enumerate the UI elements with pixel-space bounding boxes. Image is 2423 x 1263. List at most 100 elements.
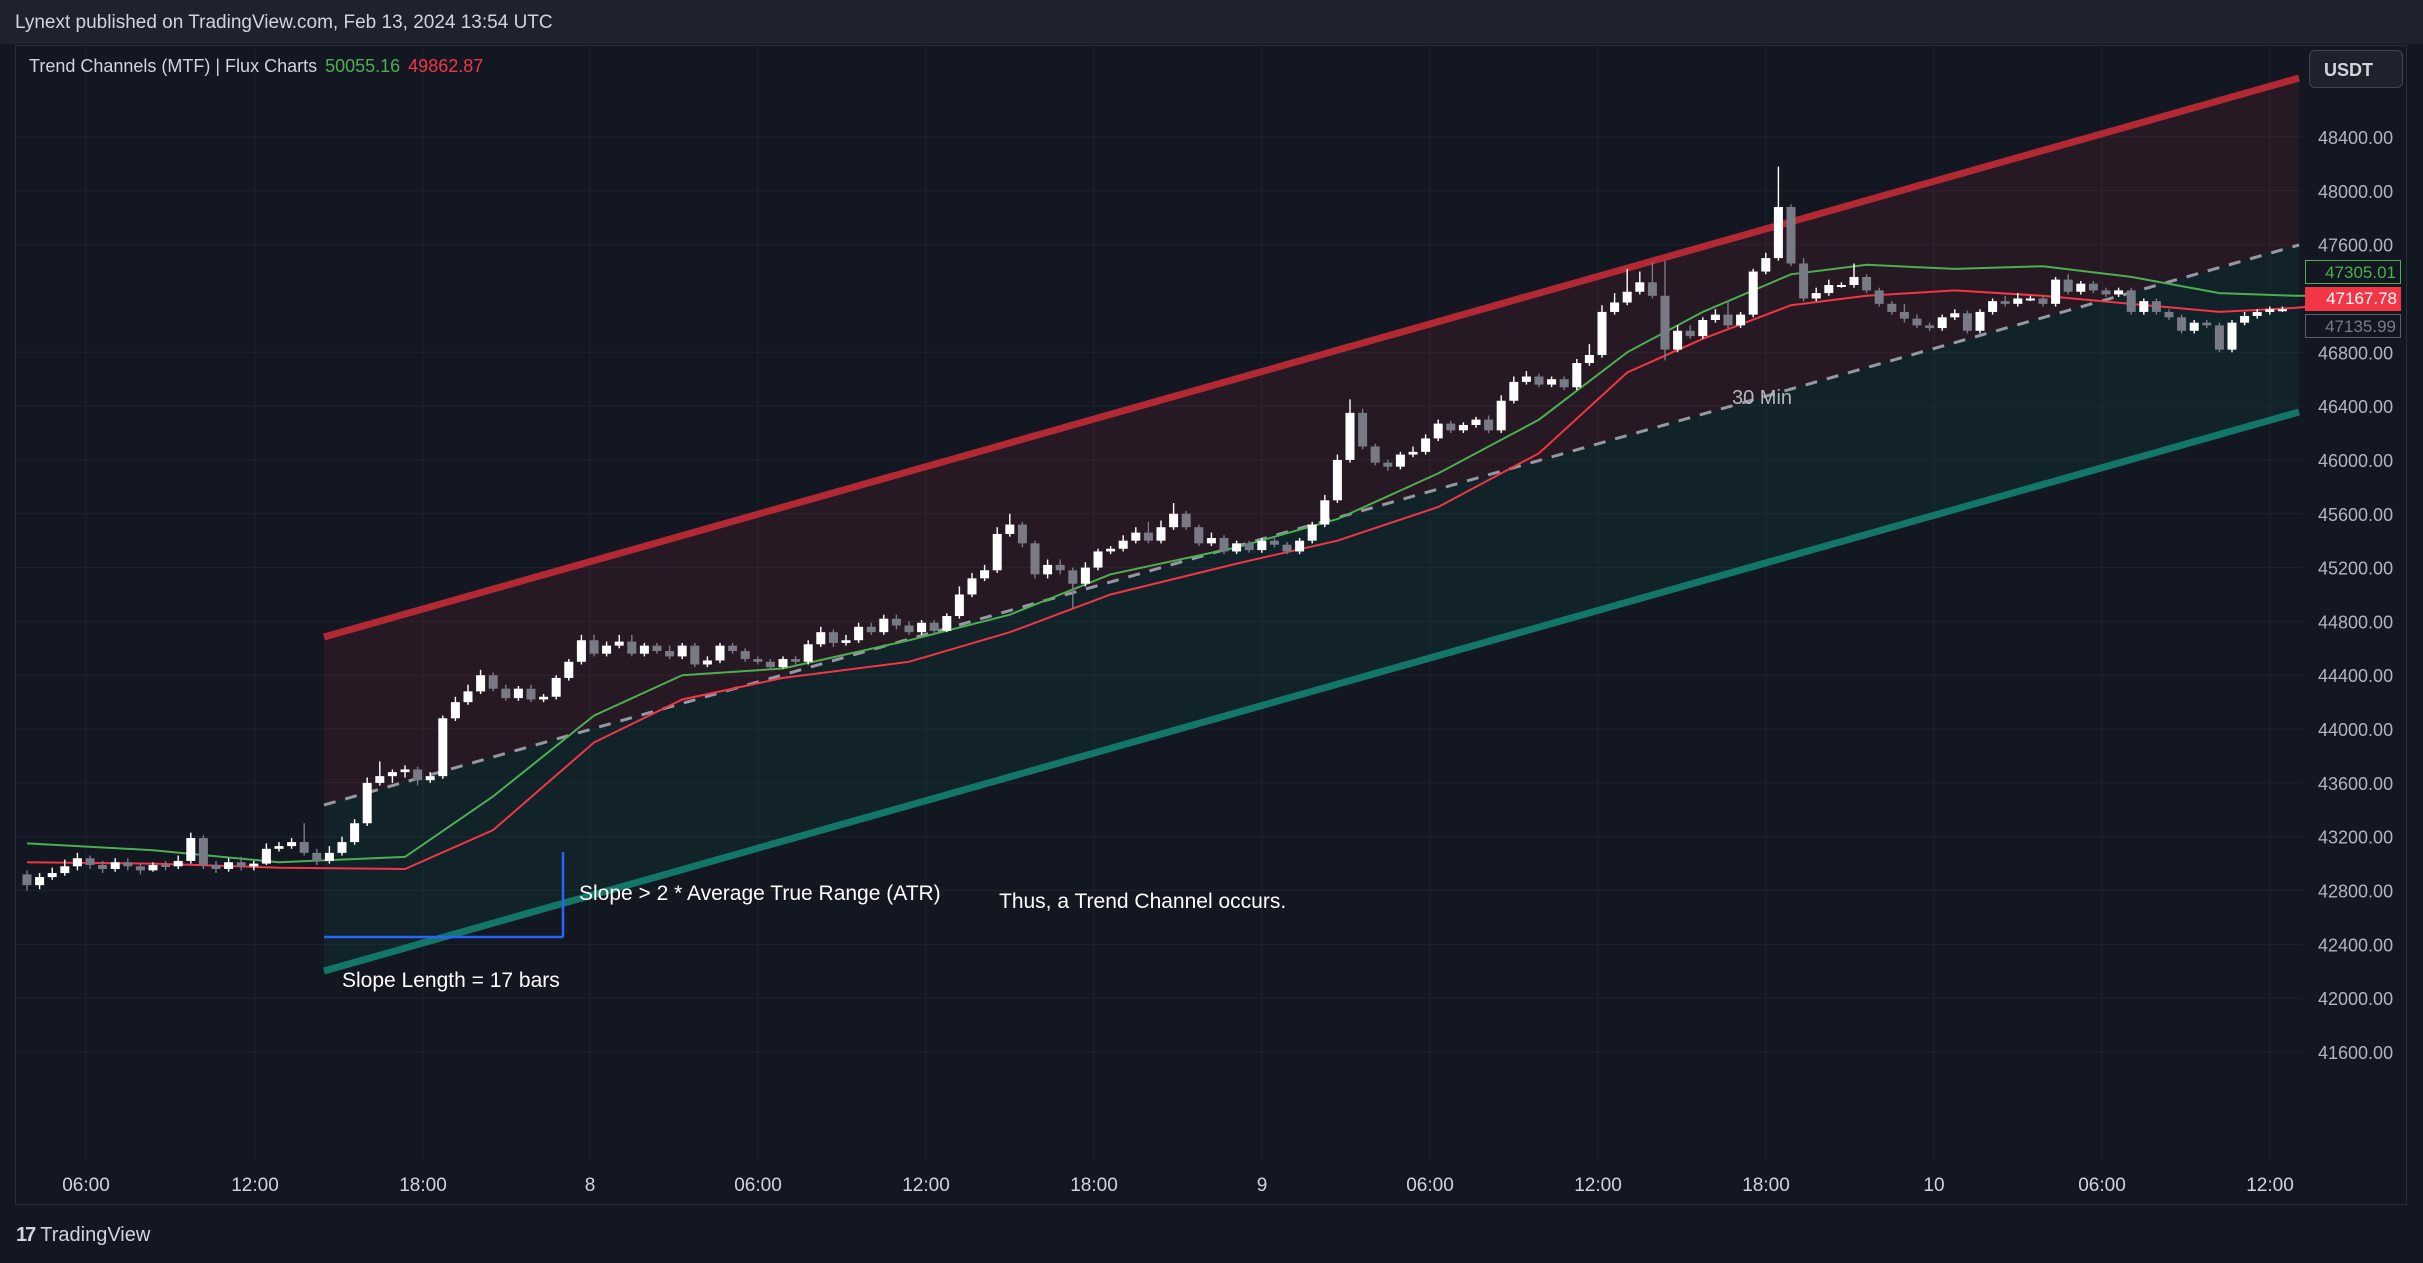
candle[interactable] — [2227, 320, 2237, 353]
candle[interactable] — [753, 656, 763, 665]
candle[interactable] — [1106, 546, 1116, 555]
candle[interactable] — [2088, 280, 2098, 294]
candle[interactable] — [1547, 376, 1557, 388]
candle[interactable] — [463, 684, 473, 705]
candle[interactable] — [1458, 422, 1468, 434]
candle[interactable] — [1471, 416, 1481, 428]
upper-channel-line[interactable] — [323, 74, 2300, 641]
candle[interactable] — [602, 641, 612, 657]
candle[interactable] — [1131, 527, 1141, 544]
candle[interactable] — [2277, 306, 2287, 312]
candle[interactable] — [2164, 309, 2174, 320]
candle[interactable] — [1269, 537, 1279, 548]
candle[interactable] — [2202, 320, 2212, 329]
candle[interactable] — [917, 620, 927, 635]
candle[interactable] — [1597, 305, 1607, 358]
candle[interactable] — [438, 715, 448, 779]
candle[interactable] — [501, 684, 511, 701]
candle[interactable] — [1282, 542, 1292, 555]
candle[interactable] — [476, 669, 486, 695]
candle[interactable] — [1622, 268, 1632, 306]
candle[interactable] — [1446, 420, 1456, 434]
candle[interactable] — [702, 656, 712, 668]
candle[interactable] — [198, 835, 208, 869]
candle[interactable] — [614, 634, 624, 649]
candle[interactable] — [1723, 301, 1733, 329]
candle[interactable] — [1736, 311, 1746, 329]
candle[interactable] — [60, 859, 70, 876]
candle[interactable] — [249, 860, 259, 871]
candle[interactable] — [1433, 419, 1443, 442]
candle[interactable] — [299, 823, 309, 856]
candle[interactable] — [1509, 376, 1519, 404]
candle[interactable] — [1610, 293, 1620, 315]
indicator-legend[interactable]: Trend Channels (MTF) | Flux Charts 50055.… — [29, 56, 483, 77]
candle[interactable] — [715, 642, 725, 664]
candle[interactable] — [1043, 559, 1053, 579]
candle[interactable] — [110, 858, 120, 872]
candle[interactable] — [539, 694, 549, 703]
candle[interactable] — [1307, 521, 1317, 544]
candle[interactable] — [513, 686, 523, 701]
candle[interactable] — [828, 629, 838, 647]
candle[interactable] — [287, 838, 297, 849]
candle[interactable] — [35, 873, 45, 890]
candle[interactable] — [1786, 204, 1796, 267]
candle[interactable] — [2000, 295, 2010, 307]
candle[interactable] — [400, 765, 410, 778]
candle[interactable] — [2114, 287, 2124, 298]
candle[interactable] — [1836, 282, 1846, 288]
candle[interactable] — [1673, 325, 1683, 353]
candle[interactable] — [1572, 359, 1582, 390]
candle[interactable] — [1761, 252, 1771, 275]
candle[interactable] — [186, 832, 196, 864]
candle[interactable] — [1370, 443, 1380, 466]
candle[interactable] — [1068, 567, 1078, 608]
candle[interactable] — [980, 564, 990, 582]
candle[interactable] — [1660, 260, 1670, 361]
candle[interactable] — [1975, 309, 1985, 334]
candle[interactable] — [2240, 311, 2250, 326]
candle[interactable] — [1799, 258, 1809, 302]
trend-channel-annotation[interactable]: Thus, a Trend Channel occurs. — [999, 890, 1286, 913]
candle[interactable] — [954, 586, 964, 619]
candle[interactable] — [1912, 314, 1922, 329]
candle[interactable] — [135, 863, 145, 875]
candle[interactable] — [387, 769, 397, 783]
candle[interactable] — [665, 645, 675, 660]
candle[interactable] — [1055, 559, 1065, 575]
candle[interactable] — [1345, 399, 1355, 463]
candle[interactable] — [992, 527, 1002, 573]
candle[interactable] — [1080, 562, 1090, 587]
candle[interactable] — [173, 855, 183, 869]
candle[interactable] — [652, 642, 662, 654]
candle[interactable] — [1143, 521, 1153, 544]
candle[interactable] — [362, 777, 372, 826]
candle[interactable] — [2252, 309, 2262, 319]
candle[interactable] — [728, 642, 738, 654]
candle[interactable] — [47, 867, 57, 880]
candle[interactable] — [1710, 309, 1720, 323]
candle[interactable] — [1874, 287, 1884, 307]
candle[interactable] — [1358, 408, 1368, 450]
candle[interactable] — [2214, 322, 2224, 353]
candle[interactable] — [1194, 524, 1204, 547]
candle[interactable] — [1156, 520, 1166, 544]
candle[interactable] — [1484, 415, 1494, 434]
candle[interactable] — [1232, 540, 1242, 555]
candle[interactable] — [551, 675, 561, 700]
candle[interactable] — [1647, 262, 1657, 299]
candle[interactable] — [413, 766, 423, 786]
candle[interactable] — [1773, 166, 1783, 261]
candle[interactable] — [627, 634, 637, 657]
candle[interactable] — [488, 672, 498, 692]
candle[interactable] — [1118, 535, 1128, 552]
candle[interactable] — [1925, 322, 1935, 331]
candle[interactable] — [1950, 309, 1960, 320]
candle[interactable] — [123, 858, 133, 871]
candle[interactable] — [929, 620, 939, 634]
candle[interactable] — [211, 860, 221, 874]
candle[interactable] — [1899, 303, 1909, 323]
candle[interactable] — [85, 855, 95, 869]
